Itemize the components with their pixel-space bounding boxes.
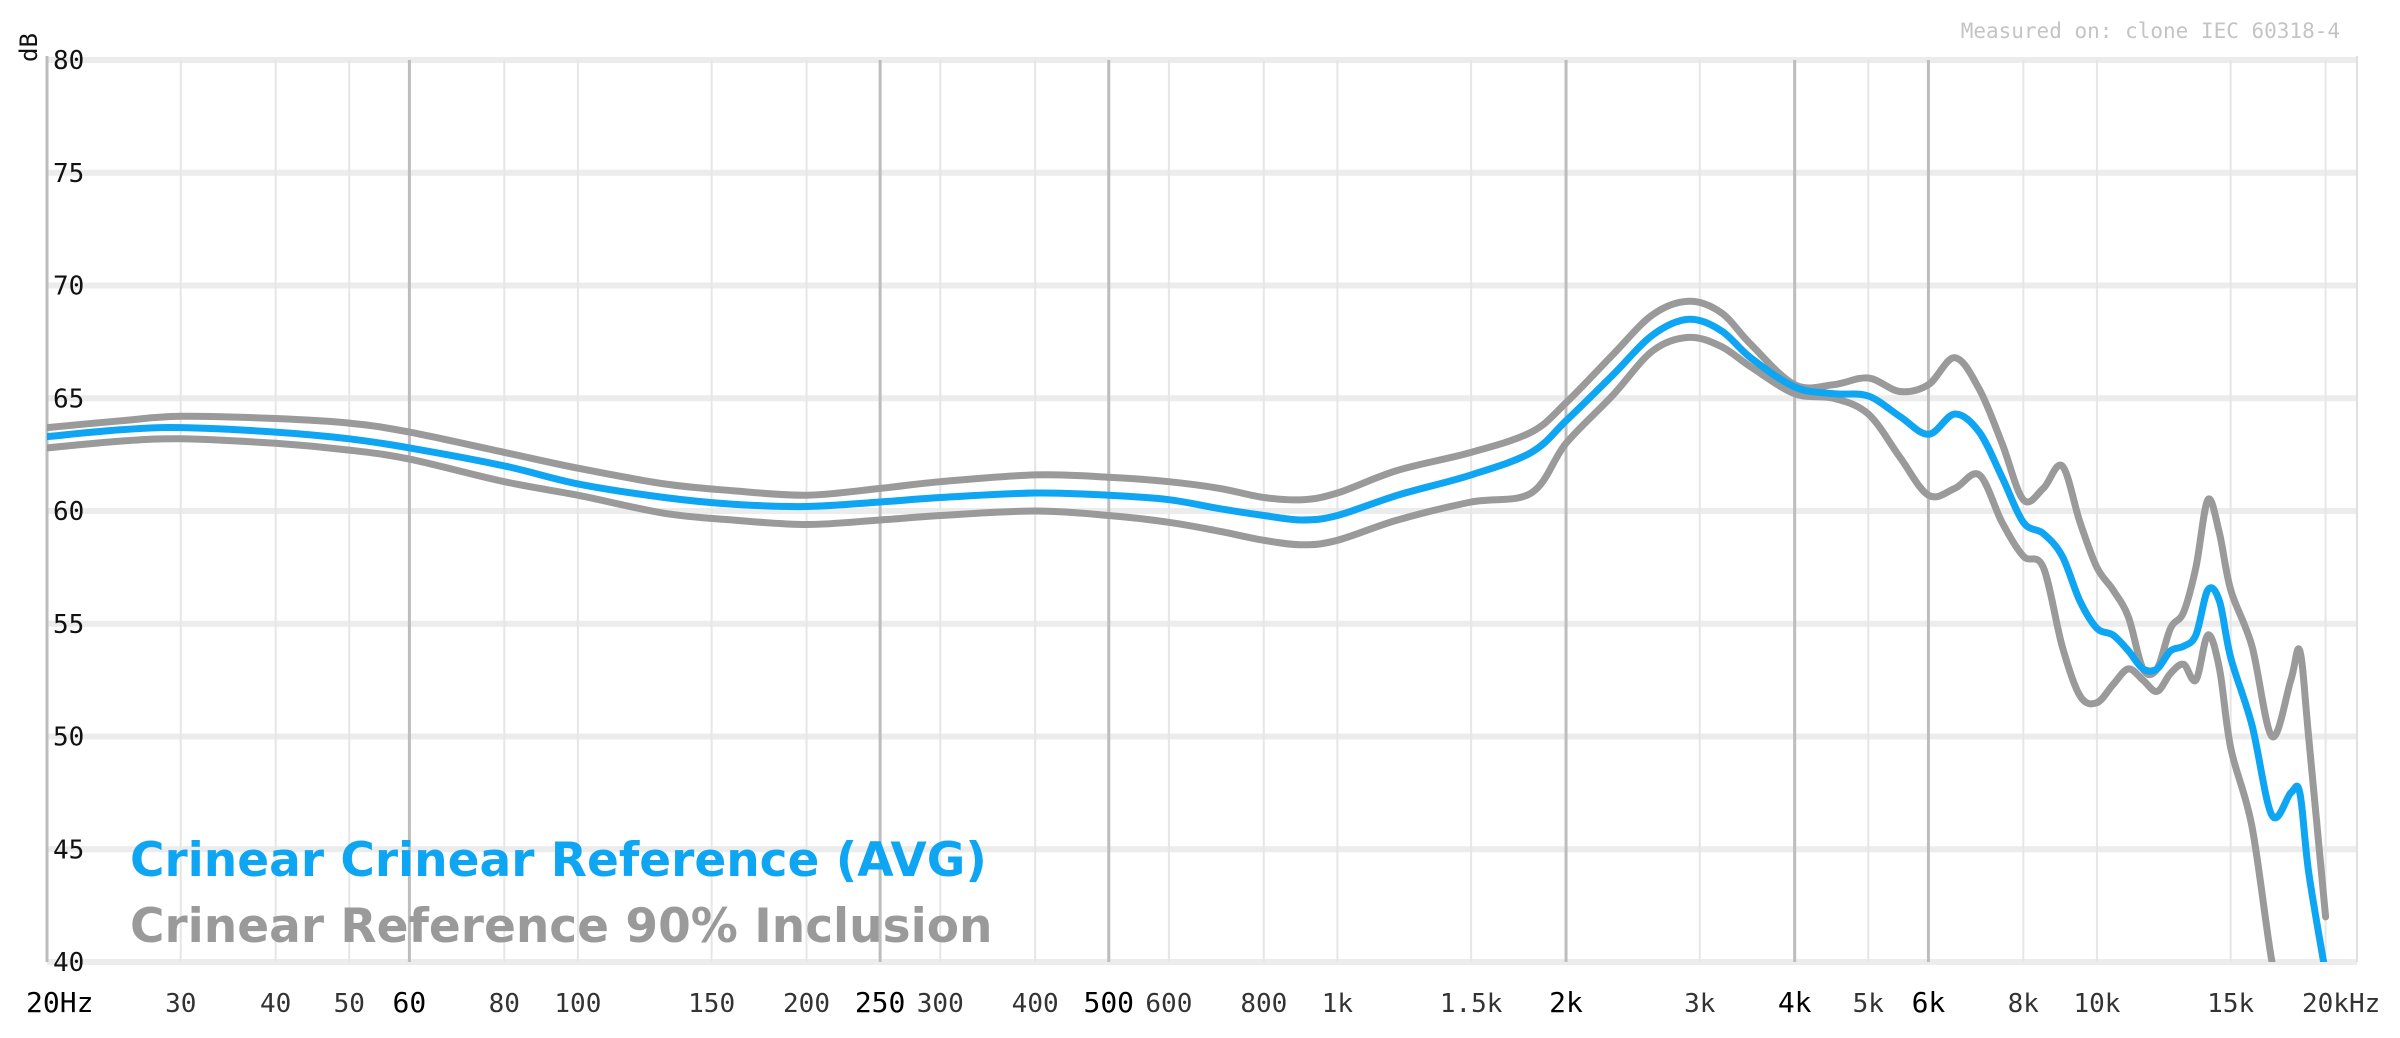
x-tick-label: 800: [1240, 989, 1287, 1019]
x-tick-label: 500: [1083, 986, 1134, 1019]
y-tick-label: 70: [53, 272, 84, 302]
x-tick-label: 1.5k: [1440, 989, 1503, 1019]
x-tick-label: 50: [334, 989, 365, 1019]
x-tick-label: 250: [855, 986, 906, 1019]
y-tick-label: 80: [53, 46, 84, 76]
x-tick-label: 8k: [2008, 989, 2040, 1019]
x-tick-label: 600: [1145, 989, 1192, 1019]
x-tick-label: 4k: [1778, 986, 1812, 1019]
x-tick-label: 30: [165, 989, 196, 1019]
x-tick-label: 150: [688, 989, 735, 1019]
x-tick-label: 20kHz: [2302, 989, 2380, 1019]
y-tick-label: 40: [53, 948, 84, 978]
y-tick-label: 55: [53, 610, 84, 640]
x-tick-labels: 20Hz 30 40 50 60 80 100 150 200 250 300 400 500 600 80…: [26, 986, 2380, 1019]
y-tick-label: 45: [53, 835, 84, 865]
grid-layer: [45, 56, 2358, 965]
y-tick-label: 65: [53, 384, 84, 414]
x-tick-label: 20Hz: [26, 986, 93, 1019]
x-tick-label: 6k: [1912, 986, 1946, 1019]
x-tick-label: 100: [554, 989, 601, 1019]
x-tick-label: 2k: [1549, 986, 1583, 1019]
measurement-note: Measured on: clone IEC 60318-4: [1961, 19, 2340, 43]
legend-entry-average: Crinear Crinear Reference (AVG): [130, 833, 987, 888]
x-tick-label: 300: [917, 989, 964, 1019]
x-tick-label: 3k: [1684, 989, 1716, 1019]
inclusion-lower-curve: [47, 333, 2276, 962]
x-tick-label: 80: [489, 989, 520, 1019]
legend-entry-inclusion: Crinear Reference 90% Inclusion: [130, 899, 992, 954]
y-axis-unit-label: dB: [15, 33, 43, 62]
average-curve: [47, 315, 2328, 962]
x-tick-label: 400: [1012, 989, 1059, 1019]
inclusion-upper-curve: [47, 297, 2330, 921]
x-tick-label: 200: [783, 989, 830, 1019]
x-tick-label: 5k: [1853, 989, 1885, 1019]
x-tick-label: 60: [393, 986, 427, 1019]
x-tick-label: 40: [260, 989, 291, 1019]
y-tick-label: 50: [53, 723, 84, 753]
y-tick-label: 75: [53, 159, 84, 189]
y-tick-labels: 80 75 70 65 60 55 50 45 40: [53, 46, 84, 978]
x-tick-label: 10k: [2073, 989, 2120, 1019]
y-tick-label: 60: [53, 497, 84, 527]
x-tick-label: 15k: [2207, 989, 2254, 1019]
x-tick-label: 1k: [1322, 989, 1354, 1019]
curve-layer: [47, 297, 2330, 962]
